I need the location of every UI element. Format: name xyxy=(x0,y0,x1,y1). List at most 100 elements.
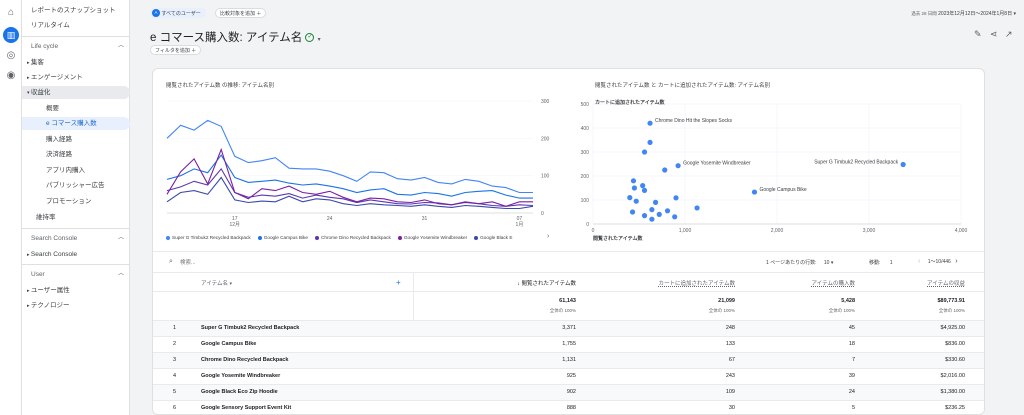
series-line[interactable] xyxy=(166,119,533,194)
scatter-point[interactable] xyxy=(647,120,653,126)
sidebar-item-snapshot[interactable]: レポートのスナップショット xyxy=(31,7,116,14)
sidebar: レポートのスナップショット リアルタイム Life cycle ︿ ▸ 集客 ▸ … xyxy=(22,0,130,415)
scatter-point[interactable] xyxy=(662,167,668,173)
series-line[interactable] xyxy=(166,154,533,199)
page-title: e コマース購入数: アイテム名 ✓ ▾ xyxy=(150,29,321,45)
rows-per-page-select[interactable]: 10 ▾ xyxy=(824,260,833,266)
series-line[interactable] xyxy=(166,176,534,210)
col-header-item[interactable]: アイテム名 ▾ xyxy=(201,279,232,287)
sidebar-item-technology[interactable]: ▸ テクノロジー xyxy=(22,299,130,312)
sidebar-item-retention[interactable]: 維持率 xyxy=(36,214,56,221)
table-row[interactable]: 4 Google Yosemite Windbreaker 925 243 39 $2,0… xyxy=(153,368,984,384)
check-circle-icon[interactable]: ✓ xyxy=(305,33,315,43)
legend-item[interactable]: Google Campus Bike xyxy=(257,235,308,240)
scatter-point[interactable] xyxy=(649,216,655,222)
scatter-point[interactable] xyxy=(641,187,648,193)
row-index: 3 xyxy=(173,357,177,363)
segment-chip[interactable]: A すべてのユーザー xyxy=(150,8,206,18)
scatter-point[interactable] xyxy=(664,208,671,214)
table-row[interactable]: 5 Google Black Eco Zip Hoodie 902 109 24 $1,3… xyxy=(153,384,984,400)
sidebar-item-search-console[interactable]: ▸ Search Console xyxy=(22,248,130,261)
prev-page-icon[interactable]: ‹ xyxy=(918,258,921,265)
total-revenue: $89,773.91 xyxy=(937,298,965,304)
table-row[interactable]: 1 Super G Timbuk2 Recycled Backpack 3,371 2… xyxy=(153,320,984,336)
sidebar-item-label: 集客 xyxy=(30,59,44,66)
collapse-arrow-icon: ▾ xyxy=(27,90,31,96)
scatter-point[interactable] xyxy=(656,211,662,217)
sidebar-item-overview[interactable]: 概要 xyxy=(46,105,59,112)
table-row[interactable]: 6 Google Sensory Support Event Kit 888 30 5 $… xyxy=(153,400,984,414)
col-header-purchased[interactable]: アイテムの購入数 xyxy=(811,281,855,287)
scatter-point[interactable] xyxy=(647,139,653,145)
sidebar-item-monetization[interactable]: ▾ 収益化 xyxy=(22,86,130,99)
legend-item[interactable]: Chrome Dino Recycled Backpack xyxy=(314,235,391,240)
scatter-point[interactable] xyxy=(673,195,679,201)
scatter-point[interactable] xyxy=(672,214,678,220)
icon-rail: ⌂ ▥ ◎ ◉ xyxy=(0,0,22,415)
legend-item[interactable]: Google Black E xyxy=(474,235,512,240)
sidebar-item-ecommerce[interactable]: e コマース購入数 xyxy=(22,117,130,130)
sidebar-item-acquisition[interactable]: ▸ 集客 xyxy=(22,56,130,69)
insights-icon[interactable]: ↗ xyxy=(1005,29,1013,39)
advertising-icon[interactable]: ◉ xyxy=(6,70,16,81)
share-icon[interactable]: ⋖ xyxy=(990,29,998,39)
add-dimension-icon[interactable]: + xyxy=(396,278,401,287)
rows-per-page: 1 ページあたりの行数: 10 ▾ xyxy=(766,259,833,266)
x-tick-label: 12月 xyxy=(229,222,240,228)
table-row[interactable]: 2 Google Campus Bike 1,755 133 18 $836.00 xyxy=(153,336,984,352)
legend-item[interactable]: Super G Timbuk2 Recycled Backpack xyxy=(166,235,251,240)
sidebar-item-in-app[interactable]: アプリ内購入 xyxy=(46,167,85,174)
reports-icon[interactable]: ▥ xyxy=(3,27,19,43)
col-header-revenue[interactable]: アイテムの収益 xyxy=(927,281,965,287)
sidebar-item-checkout-journey[interactable]: 決済経路 xyxy=(46,151,72,158)
sidebar-item-realtime[interactable]: リアルタイム xyxy=(31,22,70,29)
series-line[interactable] xyxy=(166,167,534,207)
scatter-point[interactable] xyxy=(640,183,646,189)
sidebar-section-lifecycle[interactable]: Life cycle ︿ xyxy=(22,40,130,53)
sidebar-item-user-attributes[interactable]: ▸ ユーザー属性 xyxy=(22,284,130,297)
scatter-point[interactable] xyxy=(630,178,637,184)
scatter-point[interactable] xyxy=(751,189,758,195)
title-dropdown-icon[interactable]: ▾ xyxy=(317,37,321,43)
scatter-point[interactable] xyxy=(641,149,648,155)
scatter-point[interactable] xyxy=(641,213,648,219)
y-tick-label: 300 xyxy=(581,150,590,156)
sidebar-item-purchase-journey[interactable]: 購入経路 xyxy=(46,136,72,143)
sidebar-section-user[interactable]: User ︿ xyxy=(22,268,130,281)
sidebar-item-promotions[interactable]: プロモーション xyxy=(46,198,92,205)
goto-input[interactable]: 1 xyxy=(889,260,893,266)
scatter-point[interactable] xyxy=(629,209,636,215)
add-filter-button[interactable]: フィルタを追加 ＋ xyxy=(150,45,202,55)
scatter-point[interactable] xyxy=(633,198,639,204)
add-comparison-button[interactable]: 比較対象を追加 ＋ xyxy=(215,8,267,18)
table-search-input[interactable] xyxy=(180,257,300,268)
edit-report-icon[interactable]: ✎ xyxy=(974,29,982,39)
legend-next-icon[interactable]: › xyxy=(547,233,550,240)
legend-item[interactable]: Google Yosemite Windbreaker xyxy=(397,235,467,240)
next-page-icon[interactable]: › xyxy=(955,258,958,265)
sidebar-section-search-console[interactable]: Search Console ︿ xyxy=(22,232,130,245)
scatter-point[interactable] xyxy=(675,163,681,169)
scatter-point[interactable] xyxy=(631,185,637,191)
sidebar-item-label: ユーザー属性 xyxy=(30,287,70,294)
scatter-point[interactable] xyxy=(649,207,655,213)
series-line[interactable] xyxy=(166,147,533,207)
sidebar-item-label: テクノロジー xyxy=(30,302,70,309)
col-header-cart[interactable]: カートに追加されたアイテム数 xyxy=(658,281,735,287)
scatter-point[interactable] xyxy=(652,199,659,205)
sidebar-item-publisher-ads[interactable]: パブリッシャー広告 xyxy=(46,182,105,189)
point-label: Super G Timbuk2 Recycled Backpack xyxy=(814,159,898,165)
scatter-point[interactable] xyxy=(627,195,633,201)
col-header-viewed[interactable]: ↓ 閲覧されたアイテム数 xyxy=(517,279,576,287)
total-purchased: 5,428 xyxy=(841,298,855,304)
table-row[interactable]: 3 Chrome Dino Recycled Backpack 1,131 67 7 $3… xyxy=(153,352,984,368)
date-range-picker[interactable]: 過去 28 日間 2023年12月12日～2024年1月8日 ▾ xyxy=(911,10,1016,17)
sidebar-item-engagement[interactable]: ▸ エンゲージメント xyxy=(22,71,130,84)
y-axis-label: カートに追加されたアイテム数 xyxy=(595,99,666,106)
row-revenue: $236.25 xyxy=(945,405,965,411)
scatter-point[interactable] xyxy=(900,161,906,168)
explore-icon[interactable]: ◎ xyxy=(6,50,16,61)
home-icon[interactable]: ⌂ xyxy=(7,7,15,18)
scatter-point[interactable] xyxy=(694,205,700,211)
legend-label: Google Black E xyxy=(480,235,513,240)
